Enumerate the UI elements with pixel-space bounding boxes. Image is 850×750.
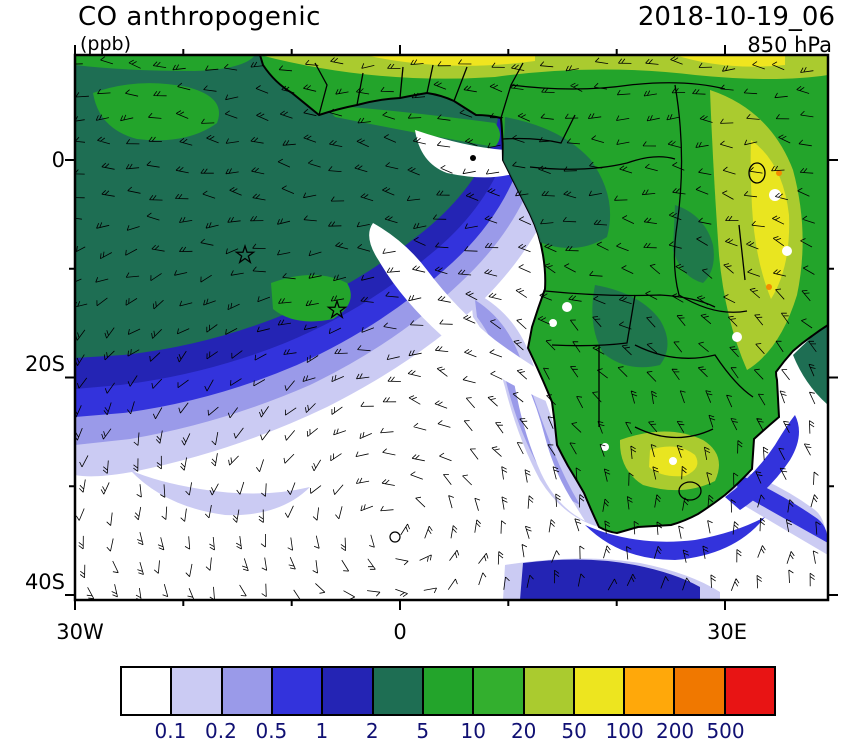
colorbar-cell	[474, 668, 525, 714]
star-marker-1	[234, 243, 256, 264]
valid-datetime: 2018-10-19_06	[637, 2, 835, 32]
colorbar-cell	[524, 668, 575, 714]
plot-units: (ppb)	[80, 33, 132, 55]
colorbar-cell	[222, 668, 273, 714]
colorbar	[120, 666, 776, 716]
colorbar-tick-label: 50	[561, 719, 587, 743]
colorbar-cell	[574, 668, 626, 714]
country-borders	[314, 62, 766, 501]
x-tick-label-0: 0	[393, 620, 407, 644]
colorbar-labels: 0.1 0.2 0.5 1 2 5 10 20 50 100 200 500	[120, 719, 776, 745]
colorbar-tick-label: 100	[605, 719, 644, 743]
plot-title: CO anthropogenic	[78, 2, 321, 32]
colorbar-cell	[172, 668, 223, 714]
star-marker-2	[326, 298, 348, 319]
wind-barbs-layer	[75, 56, 821, 600]
island-dot	[470, 155, 476, 161]
colorbar-tick-label: 20	[510, 719, 537, 743]
colorbar-tick-label: 0.1	[154, 719, 187, 743]
colorbar-cell	[675, 668, 726, 714]
colorbar-cell	[122, 668, 173, 714]
clear-air-gaps	[369, 130, 620, 521]
colorbar-tick-label: 10	[460, 719, 486, 743]
colorbar-tick-label: 2	[365, 719, 379, 743]
ocean-contours	[75, 55, 828, 600]
y-tick-label-20s: 20S	[24, 352, 65, 376]
anticyclone-marker	[389, 531, 401, 543]
x-tick-label-30e: 30E	[707, 620, 747, 644]
colorbar-tick-label: 0.2	[205, 719, 237, 743]
x-tick-label-30w: 30W	[56, 620, 104, 644]
map-markers	[234, 155, 476, 543]
pressure-level: 850 hPa	[747, 33, 832, 57]
colorbar-cell	[373, 668, 424, 714]
map-panel	[65, 45, 838, 610]
colorbar-tick-label: 0.5	[255, 719, 288, 743]
colorbar-tick-label: 500	[706, 719, 745, 743]
colorbar-tick-label: 1	[315, 719, 329, 743]
map-frame	[73, 53, 830, 602]
colorbar-cell	[625, 668, 676, 714]
y-tick-label-0: 0	[51, 148, 65, 172]
colorbar-tick-label: 5	[416, 719, 430, 743]
colorbar-tick-label: 200	[655, 719, 695, 743]
colorbar-cell	[725, 668, 775, 714]
map-canvas	[65, 45, 838, 610]
colorbar-cell	[423, 668, 475, 714]
colorbar-cell	[323, 668, 374, 714]
colorbar-cell	[272, 668, 324, 714]
y-tick-label-40s: 40S	[24, 570, 65, 594]
